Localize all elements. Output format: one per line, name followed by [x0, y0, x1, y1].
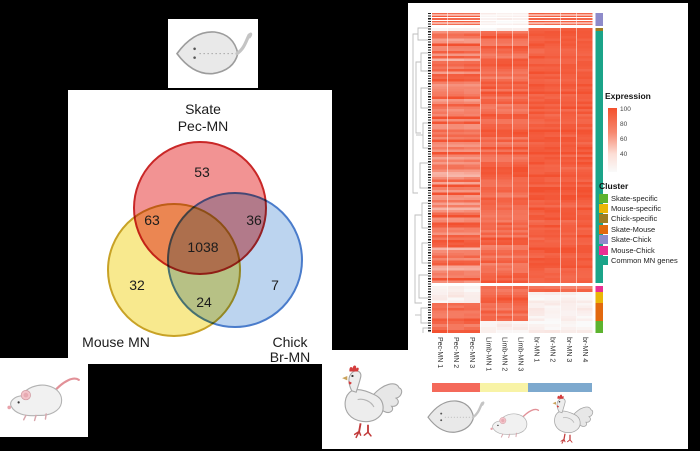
- heatmap-column-labels: Pec-MN 1 Pec-MN 2 Pec-MN 3 Limb-MN 1 Lim…: [432, 337, 593, 387]
- expression-tick-60: 60: [620, 135, 628, 143]
- venn-mouse-label: Mouse MN: [82, 334, 150, 350]
- count-skate-mouse: 63: [144, 212, 160, 228]
- column-label: Pec-MN 2: [452, 337, 460, 369]
- expression-tick-100: 100: [620, 105, 631, 113]
- count-skate-chick: 36: [246, 212, 262, 228]
- expression-legend-title: Expression: [605, 91, 651, 101]
- row-dendrogram: [412, 27, 429, 333]
- expression-gradient: [608, 108, 617, 172]
- venn-diagram-panel: Skate Pec-MN 53 63 36 1038 32 24 7 Mouse…: [68, 90, 332, 365]
- count-mouse-chick: 24: [196, 294, 212, 310]
- cluster-swatch: [599, 204, 608, 214]
- column-label: Pec-MN 1: [436, 337, 444, 369]
- expression-tick-40: 40: [620, 150, 628, 158]
- expression-tick-80: 80: [620, 120, 628, 128]
- venn-title-line2: Pec-MN: [178, 118, 229, 134]
- column-label: Limb-MN 3: [516, 337, 524, 372]
- cluster-swatch: [599, 235, 608, 245]
- column-label: Limb-MN 2: [500, 337, 508, 372]
- cluster-swatch: [599, 193, 608, 203]
- chicken-columns-bar: [528, 383, 593, 392]
- chicken-icon: [331, 358, 405, 442]
- cluster-legend-title: Cluster: [599, 181, 629, 191]
- column-label: br-MN 2: [548, 337, 556, 363]
- cluster-swatch: [599, 256, 608, 266]
- column-label: br-MN 4: [580, 337, 588, 363]
- legend-item: Skate-Mouse: [599, 224, 687, 234]
- skate-columns-bar: [431, 383, 480, 392]
- row-gene-labels: [427, 13, 431, 333]
- mouse-icon-small: [488, 403, 542, 442]
- legend-item: Chick-specific: [599, 214, 687, 224]
- venn-circle-chick: [167, 192, 303, 328]
- cluster-swatch: [599, 224, 608, 234]
- column-label: Limb-MN 1: [484, 337, 492, 372]
- skate-icon: [171, 24, 255, 84]
- cluster-swatch: [599, 214, 608, 224]
- cluster-legend: Skate-specific Mouse-specific Chick-spec…: [599, 193, 687, 266]
- column-label: Pec-MN 3: [468, 337, 476, 369]
- count-chick-only: 7: [271, 277, 279, 293]
- mouse-icon: [4, 369, 84, 427]
- venn-diagram: Skate Pec-MN 53 63 36 1038 32 24 7 Mouse…: [82, 101, 310, 365]
- mouse-columns-bar: [479, 383, 529, 392]
- count-all-three: 1038: [187, 239, 218, 255]
- skate-image-box: [168, 19, 258, 88]
- column-label: br-MN 1: [532, 337, 540, 363]
- skate-icon-small: [425, 395, 485, 440]
- expression-heatmap: [431, 13, 603, 333]
- chicken-image-box: [322, 350, 414, 449]
- count-skate-only: 53: [194, 164, 210, 180]
- chicken-icon-small: [545, 391, 595, 445]
- legend-item: Common MN genes: [599, 255, 687, 266]
- legend-item: Mouse-specific: [599, 203, 687, 214]
- count-mouse-only: 32: [129, 277, 145, 293]
- heatmap-panel: Pec-MN 1 Pec-MN 2 Pec-MN 3 Limb-MN 1 Lim…: [408, 3, 688, 449]
- mouse-image-box: [0, 358, 88, 437]
- legend-item: Mouse-Chick: [599, 245, 687, 255]
- venn-title-line1: Skate: [185, 101, 221, 117]
- cluster-swatch: [599, 245, 608, 255]
- venn-chick-label-line2: Br-MN: [270, 349, 310, 364]
- venn-chick-label-line1: Chick: [272, 334, 308, 350]
- legend-item: Skate-Chick: [599, 235, 687, 245]
- legend-item: Skate-specific: [599, 193, 687, 203]
- column-label: br-MN 3: [564, 337, 572, 363]
